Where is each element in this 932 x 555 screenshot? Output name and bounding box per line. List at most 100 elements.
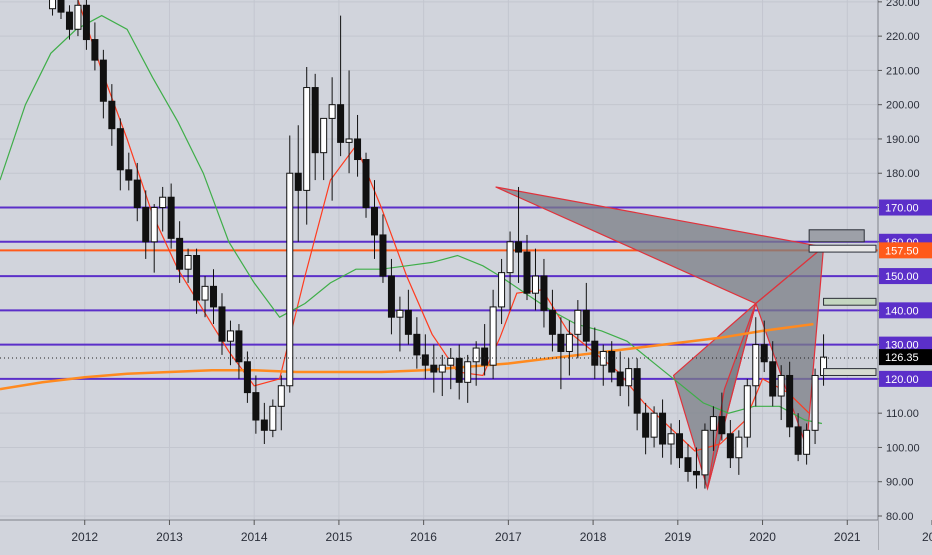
price-badge-label: 150.00 xyxy=(885,271,919,283)
y-tick-label: 90.00 xyxy=(886,477,914,489)
candle-up xyxy=(201,285,209,301)
price-badge-label: 157.50 xyxy=(885,245,919,257)
candle-up xyxy=(752,344,760,387)
candle-down xyxy=(116,128,124,171)
candle-down xyxy=(311,87,319,154)
moving-average-line xyxy=(0,322,814,391)
x-tick-label: 2018 xyxy=(580,530,607,544)
candle-down xyxy=(786,374,794,428)
y-tick-label: 80.00 xyxy=(886,511,914,523)
candle-down xyxy=(133,179,141,209)
time-axis[interactable]: 2012 2013 2014 2015 2016 2017 2018 2019 2020 2021… xyxy=(0,519,932,550)
candle-down xyxy=(57,0,65,13)
candle-up xyxy=(269,405,277,431)
candle-down xyxy=(379,234,387,277)
candle-down xyxy=(659,412,667,445)
price-badge-label: 170.00 xyxy=(885,203,919,215)
x-tick-label: 2012 xyxy=(71,530,98,544)
candle-down xyxy=(557,333,565,352)
candle-down xyxy=(455,357,463,383)
candle-down xyxy=(65,11,73,30)
candle-up xyxy=(396,309,404,318)
candle-up xyxy=(667,433,675,445)
candle-down xyxy=(260,419,268,431)
harmonic-pattern-triangle xyxy=(706,303,757,489)
candle-down xyxy=(235,330,243,363)
x-tick-label: 202 xyxy=(922,530,932,544)
candle-up xyxy=(735,436,743,459)
candle-up xyxy=(701,429,709,476)
candle-down xyxy=(125,169,133,181)
candle-down xyxy=(193,255,201,301)
candle-down xyxy=(726,433,734,459)
price-badge-label: 130.00 xyxy=(885,340,919,352)
candle-up xyxy=(303,87,311,191)
moving-average-line xyxy=(0,14,823,425)
candle-down xyxy=(760,344,768,363)
candle-up xyxy=(811,374,819,431)
y-tick-label: 230.00 xyxy=(886,0,920,9)
candle-up xyxy=(489,306,497,366)
candle-down xyxy=(252,392,260,421)
candle-down xyxy=(91,39,99,61)
candle-down xyxy=(718,416,726,435)
candle-down xyxy=(370,207,378,236)
y-tick-label: 220.00 xyxy=(886,31,920,43)
price-zone xyxy=(823,297,877,306)
harmonic-patterns xyxy=(495,186,825,491)
candle-down xyxy=(413,333,421,356)
candle-up xyxy=(565,333,573,352)
price-badge-label: 140.00 xyxy=(885,305,919,317)
price-badge xyxy=(879,268,932,285)
x-tick-label: 2020 xyxy=(749,530,776,544)
price-badge xyxy=(879,302,932,319)
y-tick-label: 110.00 xyxy=(886,408,919,420)
x-tick-label: 2019 xyxy=(664,530,691,544)
candle-up xyxy=(625,368,633,387)
candle-down xyxy=(608,350,616,373)
candle-up xyxy=(472,347,480,363)
candle-up xyxy=(709,416,717,431)
price-badge-label: 126.35 xyxy=(885,352,919,364)
candle-up xyxy=(74,4,82,30)
x-tick-label: 2017 xyxy=(495,530,522,544)
candle-down xyxy=(591,340,599,366)
zones xyxy=(808,229,877,376)
candle-up xyxy=(743,385,751,438)
candle-down xyxy=(548,309,556,335)
candle-down xyxy=(210,285,218,308)
candle-up xyxy=(150,207,158,243)
candle-down xyxy=(515,241,523,253)
candle-down xyxy=(616,371,624,387)
candle-up xyxy=(328,104,336,119)
candle-down xyxy=(167,196,175,239)
price-badge xyxy=(879,349,932,366)
candle-down xyxy=(387,275,395,318)
candle-down xyxy=(218,306,226,342)
candle-down xyxy=(481,347,489,366)
price-zone xyxy=(808,244,877,253)
candle-down xyxy=(692,470,700,476)
candle-up xyxy=(447,357,455,366)
candle-up xyxy=(345,138,353,143)
candle-down xyxy=(354,138,362,161)
candle-up xyxy=(159,196,167,209)
candle-up xyxy=(498,272,506,308)
candle-up xyxy=(777,374,785,397)
candle-up xyxy=(277,385,285,407)
candles xyxy=(49,0,828,489)
x-tick-label: 2016 xyxy=(410,530,437,544)
candle-down xyxy=(633,368,641,414)
x-tick-label: 2014 xyxy=(241,530,268,544)
candle-up xyxy=(438,364,446,373)
candle-down xyxy=(430,364,438,373)
candle-down xyxy=(676,433,684,459)
price-badges: 170.00160.00157.50150.00140.00130.00126.… xyxy=(879,199,932,387)
y-tick-label: 100.00 xyxy=(886,442,920,454)
y-tick-label: 210.00 xyxy=(886,65,920,77)
candle-up xyxy=(49,0,57,10)
price-badge xyxy=(879,199,932,216)
price-badge-label: 120.00 xyxy=(885,374,919,386)
